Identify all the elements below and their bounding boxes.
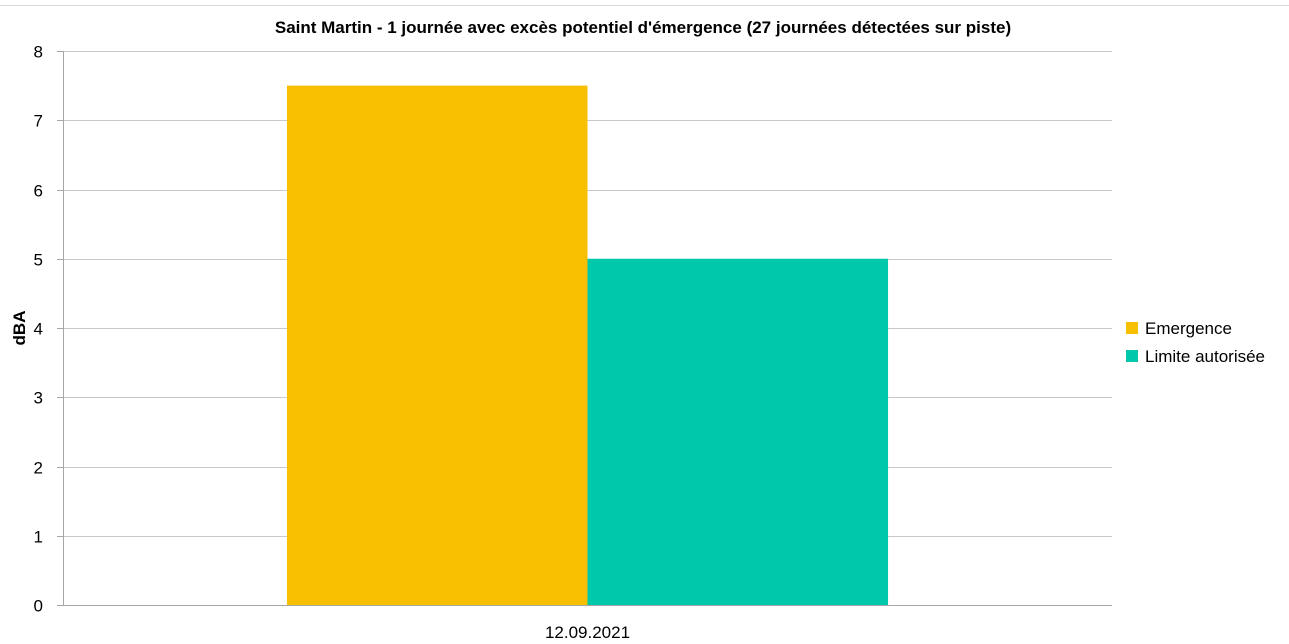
y-tick-label: 2 bbox=[34, 459, 43, 478]
legend-label: Emergence bbox=[1145, 319, 1232, 338]
y-tick-label: 3 bbox=[34, 389, 43, 408]
y-tick-label: 5 bbox=[34, 251, 43, 270]
bar-emergence bbox=[286, 85, 588, 605]
chart-title: Saint Martin - 1 journée avec excès pote… bbox=[275, 18, 1011, 37]
y-axis-ticks: 0 1 2 3 4 5 6 7 8 bbox=[34, 43, 64, 616]
y-tick-label: 8 bbox=[34, 43, 43, 62]
bar-limite-autoris-e bbox=[587, 258, 889, 605]
y-tick-label: 6 bbox=[34, 182, 43, 201]
y-tick-label: 1 bbox=[34, 528, 43, 547]
legend: Emergence Limite autorisée bbox=[1126, 319, 1265, 366]
x-tick-label: 12.09.2021 bbox=[545, 623, 630, 642]
y-axis-label: dBA bbox=[10, 311, 29, 346]
x-axis-ticks: 12.09.2021 bbox=[545, 623, 630, 642]
y-tick-label: 4 bbox=[34, 320, 43, 339]
legend-swatch bbox=[1126, 322, 1138, 334]
y-tick-label: 7 bbox=[34, 112, 43, 131]
y-tick-label: 0 bbox=[34, 597, 43, 616]
bars bbox=[286, 85, 889, 605]
legend-swatch bbox=[1126, 350, 1138, 362]
legend-label: Limite autorisée bbox=[1145, 347, 1265, 366]
